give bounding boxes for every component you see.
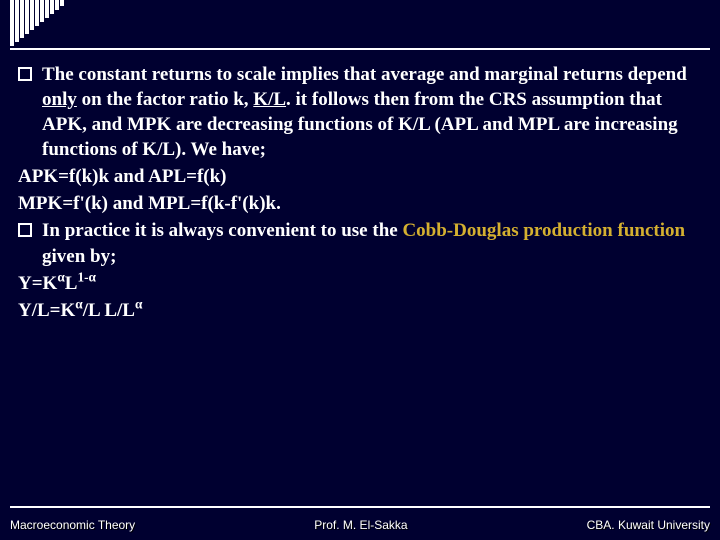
decorative-bars — [10, 0, 64, 46]
text: The constant returns to scale implies th… — [42, 64, 687, 85]
text-highlight: Cobb-Douglas production function — [402, 220, 685, 241]
equation-3: Y=KαL1-α — [18, 271, 702, 296]
superscript: α — [57, 269, 64, 284]
bullet-box-icon — [18, 67, 32, 81]
eq-part: Y/L=K — [18, 300, 75, 321]
superscript: 1-α — [77, 269, 96, 284]
bullet-item-2: In practice it is always convenient to u… — [18, 218, 702, 268]
equation-2: MPK=f'(k) and MPL=f(k-f'(k)k. — [18, 191, 702, 216]
bullet-text-2: In practice it is always convenient to u… — [42, 218, 702, 268]
superscript: α — [135, 296, 142, 311]
bullet-box-icon — [18, 223, 32, 237]
top-divider — [10, 48, 710, 50]
bullet-item-1: The constant returns to scale implies th… — [18, 62, 702, 162]
bullet-text-1: The constant returns to scale implies th… — [42, 62, 702, 162]
text: on the factor ratio k, — [77, 89, 253, 110]
eq-part: /L L/L — [83, 300, 135, 321]
eq-part: L — [65, 273, 78, 294]
footer-right: CBA. Kuwait University — [587, 518, 710, 532]
footer-center: Prof. M. El-Sakka — [314, 518, 407, 532]
bottom-divider — [10, 506, 710, 508]
text-underline: only — [42, 89, 77, 110]
eq-part: Y=K — [18, 273, 57, 294]
equation-4: Y/L=Kα/L L/Lα — [18, 298, 702, 323]
text-underline: K/L — [253, 89, 286, 110]
superscript: α — [75, 296, 82, 311]
slide-content: The constant returns to scale implies th… — [18, 62, 702, 325]
text: given by; — [42, 246, 116, 267]
footer: Macroeconomic Theory Prof. M. El-Sakka C… — [10, 518, 710, 532]
footer-left: Macroeconomic Theory — [10, 518, 135, 532]
text: In practice it is always convenient to u… — [42, 220, 402, 241]
equation-1: APK=f(k)k and APL=f(k) — [18, 164, 702, 189]
